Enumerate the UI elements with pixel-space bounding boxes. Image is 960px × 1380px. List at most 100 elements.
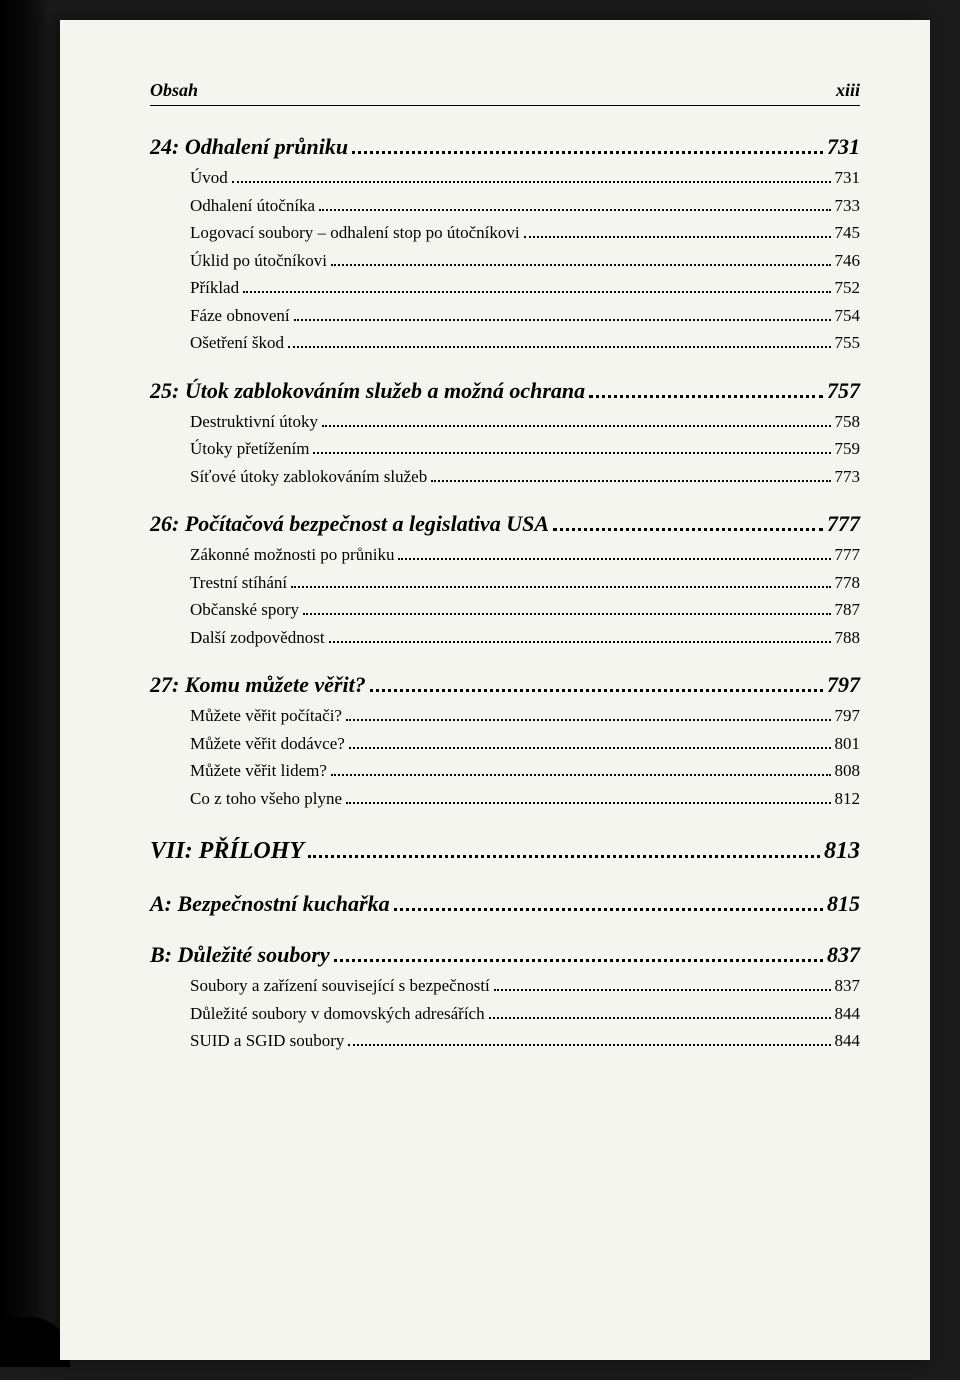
toc-page-number: 813	[824, 833, 860, 869]
toc-leader-dots	[243, 290, 830, 293]
toc-entry: 25: Útok zablokováním služeb a možná och…	[150, 374, 860, 407]
toc-entry: B: Důležité soubory837	[150, 938, 860, 971]
toc-label: Ošetření škod	[190, 330, 284, 356]
toc-label: VII: PŘÍLOHY	[150, 833, 304, 869]
toc-label: Důležité soubory v domovských adresářích	[190, 1001, 485, 1027]
toc-label: Soubory a zařízení související s bezpečn…	[190, 973, 490, 999]
toc-entry: Můžete věřit dodávce?801	[190, 731, 860, 757]
toc-entry: A: Bezpečnostní kuchařka 815	[150, 887, 860, 920]
toc-label: Trestní stíhání	[190, 570, 287, 596]
toc-label: Občanské spory	[190, 597, 299, 623]
toc-page-number: 788	[835, 625, 861, 651]
toc-entry: Destruktivní útoky758	[190, 409, 860, 435]
toc-page-number: 758	[835, 409, 861, 435]
header-page-number: xiii	[836, 80, 860, 101]
toc-page-number: 837	[827, 938, 860, 971]
toc-page-number: 746	[835, 248, 861, 274]
toc-entry: Můžete věřit počítači? 797	[190, 703, 860, 729]
toc-label: Můžete věřit lidem?	[190, 758, 327, 784]
toc-page-number: 808	[835, 758, 861, 784]
toc-page-number: 778	[835, 570, 861, 596]
toc-leader-dots	[589, 394, 823, 398]
toc-page-number: 812	[835, 786, 861, 812]
toc-leader-dots	[334, 958, 823, 962]
toc-entry: SUID a SGID soubory844	[190, 1028, 860, 1054]
toc-entry: Fáze obnovení754	[190, 303, 860, 329]
toc-page-number: 757	[827, 374, 860, 407]
toc-entry: Síťové útoky zablokováním služeb 773	[190, 464, 860, 490]
toc-leader-dots	[291, 585, 830, 588]
toc-label: Zákonné možnosti po průniku	[190, 542, 394, 568]
toc-leader-dots	[553, 527, 823, 531]
toc-entry: Úklid po útočníkovi 746	[190, 248, 860, 274]
toc-leader-dots	[294, 318, 831, 321]
toc-label: Logovací soubory – odhalení stop po útoč…	[190, 220, 520, 246]
toc-page-number: 777	[835, 542, 861, 568]
toc-leader-dots	[494, 988, 831, 991]
toc-leader-dots	[308, 854, 820, 858]
toc-leader-dots	[489, 1016, 831, 1019]
toc-page-number: 731	[827, 130, 860, 163]
toc-label: Příklad	[190, 275, 239, 301]
toc-page-number: 787	[835, 597, 861, 623]
toc-label: Co z toho všeho plyne	[190, 786, 342, 812]
toc-entry: Zákonné možnosti po průniku 777	[190, 542, 860, 568]
toc-leader-dots	[331, 773, 831, 776]
toc-page-number: 797	[835, 703, 861, 729]
toc-leader-dots	[329, 640, 831, 643]
toc-leader-dots	[319, 208, 830, 211]
toc-leader-dots	[431, 479, 830, 482]
toc-label: Útoky přetížením	[190, 436, 309, 462]
toc-entry: Můžete věřit lidem? 808	[190, 758, 860, 784]
header-title: Obsah	[150, 80, 198, 101]
toc-entry: Odhalení útočníka733	[190, 193, 860, 219]
toc-page-number: 731	[835, 165, 861, 191]
toc-page-number: 815	[827, 887, 860, 920]
toc-entry: Občanské spory 787	[190, 597, 860, 623]
page: Obsah xiii 24: Odhalení průniku 731Úvod73…	[60, 20, 930, 1360]
page-header: Obsah xiii	[150, 80, 860, 106]
toc-leader-dots	[232, 180, 831, 183]
toc-page-number: 844	[835, 1028, 861, 1054]
book-spine	[0, 0, 50, 1367]
toc-page-number: 773	[835, 464, 861, 490]
toc-entry: 27: Komu můžete věřit? 797	[150, 668, 860, 701]
toc-label: 25: Útok zablokováním služeb a možná och…	[150, 374, 585, 407]
toc-leader-dots	[313, 451, 830, 454]
toc-leader-dots	[346, 718, 831, 721]
toc-label: Můžete věřit dodávce?	[190, 731, 345, 757]
toc-leader-dots	[370, 688, 823, 692]
toc-entry: Trestní stíhání 778	[190, 570, 860, 596]
toc-entry: Příklad 752	[190, 275, 860, 301]
toc-entry: Ošetření škod 755	[190, 330, 860, 356]
toc-entry: Další zodpovědnost788	[190, 625, 860, 651]
toc-page-number: 844	[835, 1001, 861, 1027]
toc-leader-dots	[303, 612, 830, 615]
toc-label: 26: Počítačová bezpečnost a legislativa …	[150, 507, 549, 540]
toc-label: Úklid po útočníkovi	[190, 248, 327, 274]
toc-label: 24: Odhalení průniku	[150, 130, 348, 163]
toc-page-number: 752	[835, 275, 861, 301]
toc-label: A: Bezpečnostní kuchařka	[150, 887, 390, 920]
toc-leader-dots	[322, 424, 831, 427]
toc-leader-dots	[398, 557, 830, 560]
toc-entry: Útoky přetížením759	[190, 436, 860, 462]
toc-entry: Úvod731	[190, 165, 860, 191]
toc-leader-dots	[524, 235, 831, 238]
toc-label: Můžete věřit počítači?	[190, 703, 342, 729]
toc-entry: Logovací soubory – odhalení stop po útoč…	[190, 220, 860, 246]
toc-page-number: 754	[835, 303, 861, 329]
toc-entry: Co z toho všeho plyne 812	[190, 786, 860, 812]
toc-leader-dots	[346, 801, 830, 804]
toc-leader-dots	[288, 345, 831, 348]
toc-page-number: 777	[827, 507, 860, 540]
toc-page-number: 755	[835, 330, 861, 356]
toc-page-number: 837	[835, 973, 861, 999]
toc-entry: Důležité soubory v domovských adresářích…	[190, 1001, 860, 1027]
toc-entry: Soubory a zařízení související s bezpečn…	[190, 973, 860, 999]
toc-label: 27: Komu můžete věřit?	[150, 668, 366, 701]
toc-label: Síťové útoky zablokováním služeb	[190, 464, 427, 490]
toc-page-number: 797	[827, 668, 860, 701]
toc-page-number: 733	[835, 193, 861, 219]
toc-leader-dots	[349, 746, 831, 749]
